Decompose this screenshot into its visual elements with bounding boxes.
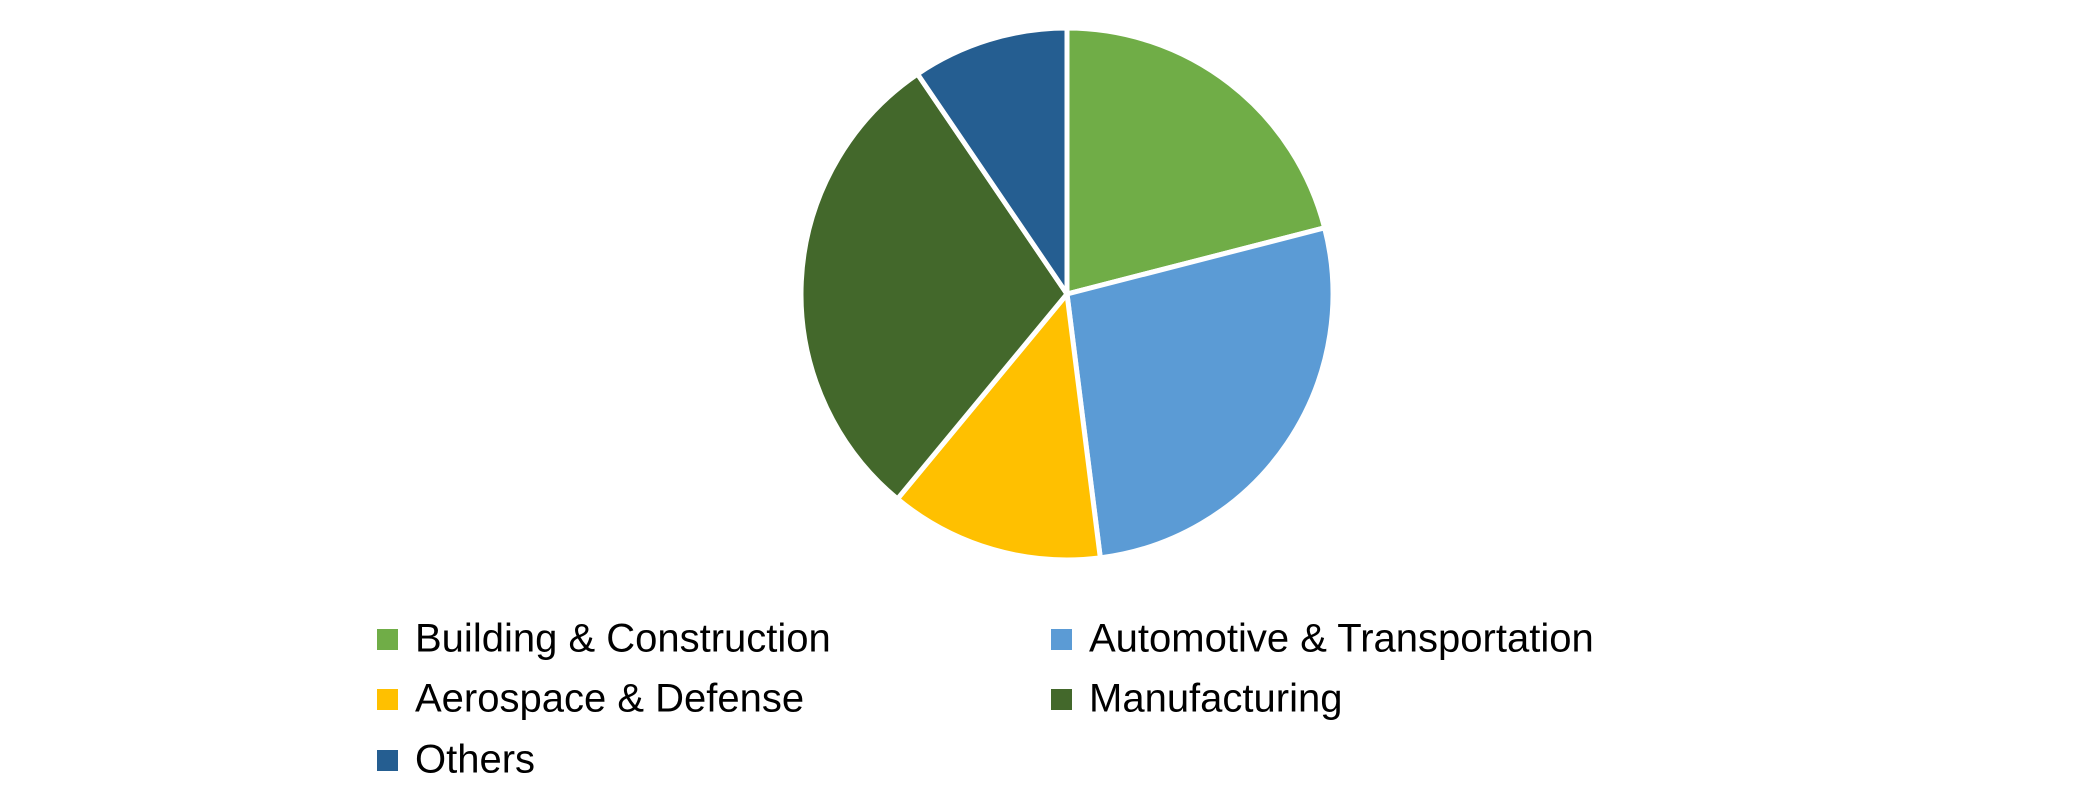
legend-label: Automotive & Transportation (1089, 617, 1594, 661)
pie-slice (894, 291, 1103, 563)
legend-marker (377, 689, 398, 710)
pie-slice (1064, 225, 1336, 561)
pie-slice (1064, 25, 1328, 297)
legend-label: Building & Construction (415, 617, 831, 661)
pie-slice (798, 71, 1070, 502)
legend-marker (377, 629, 398, 650)
legend-marker (377, 750, 398, 771)
pie-slice (914, 25, 1070, 297)
legend-marker (1051, 629, 1072, 650)
legend-marker (1051, 689, 1072, 710)
legend-label: Others (415, 738, 535, 782)
legend-label: Manufacturing (1089, 677, 1342, 721)
legend-label: Aerospace & Defense (415, 677, 804, 721)
